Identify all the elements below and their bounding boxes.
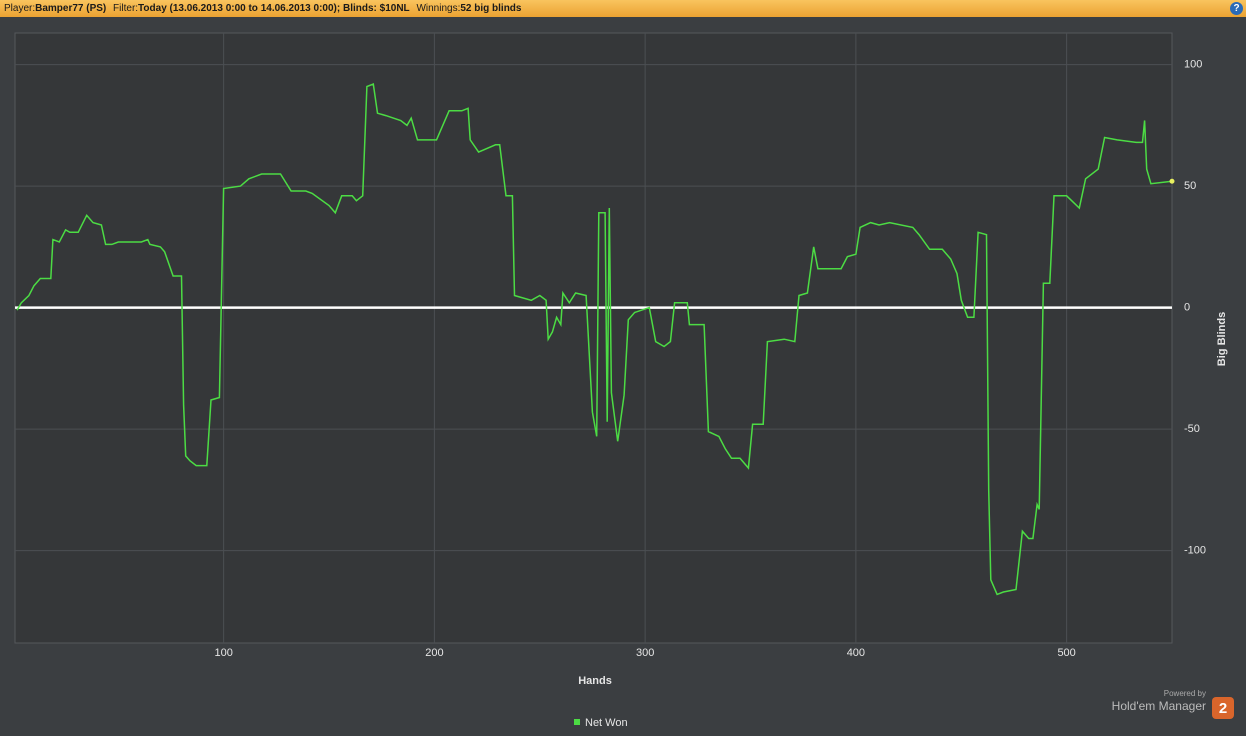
x-tick-label: 200 [425, 647, 443, 659]
x-tick-label: 500 [1057, 647, 1075, 659]
label: Filter: [113, 3, 139, 14]
legend-swatch [574, 719, 580, 725]
end-marker [1169, 178, 1175, 184]
label: Winnings: [416, 3, 461, 14]
y-axis-label: Big Blinds [1216, 312, 1228, 366]
x-axis-label: Hands [578, 675, 612, 687]
header-bar: Player:Bamper77 (PS) Filter:Today (13.06… [0, 0, 1246, 17]
y-tick-label: 50 [1184, 180, 1196, 192]
player: Bamper77 (PS) [35, 3, 107, 14]
y-tick-label: -100 [1184, 545, 1206, 557]
help-button[interactable]: ? [1230, 2, 1243, 15]
winnings: 52 big blinds [460, 3, 522, 14]
logo [1212, 697, 1234, 719]
y-tick-label: 0 [1184, 302, 1190, 314]
chart: Hands Big Blinds Powered by Hold'em Mana… [14, 32, 1234, 729]
filter: Today (13.06.2013 0:00 to 14.06.2013 0:0… [138, 3, 410, 14]
x-tick-label: 300 [636, 647, 654, 659]
line [16, 82, 1173, 596]
x-tick-label: 100 [214, 647, 232, 659]
powered-by: Powered by [1164, 689, 1206, 698]
legend-label: Net Won [585, 717, 628, 729]
product-name: Hold'em Manager [1112, 699, 1206, 713]
x-tick-label: 400 [847, 647, 865, 659]
y-tick-label: 100 [1184, 58, 1202, 70]
y-tick-label: -50 [1184, 423, 1200, 435]
logo-number: 2 [1219, 700, 1227, 717]
label: Player: [4, 3, 36, 14]
plot-area [14, 32, 1173, 644]
